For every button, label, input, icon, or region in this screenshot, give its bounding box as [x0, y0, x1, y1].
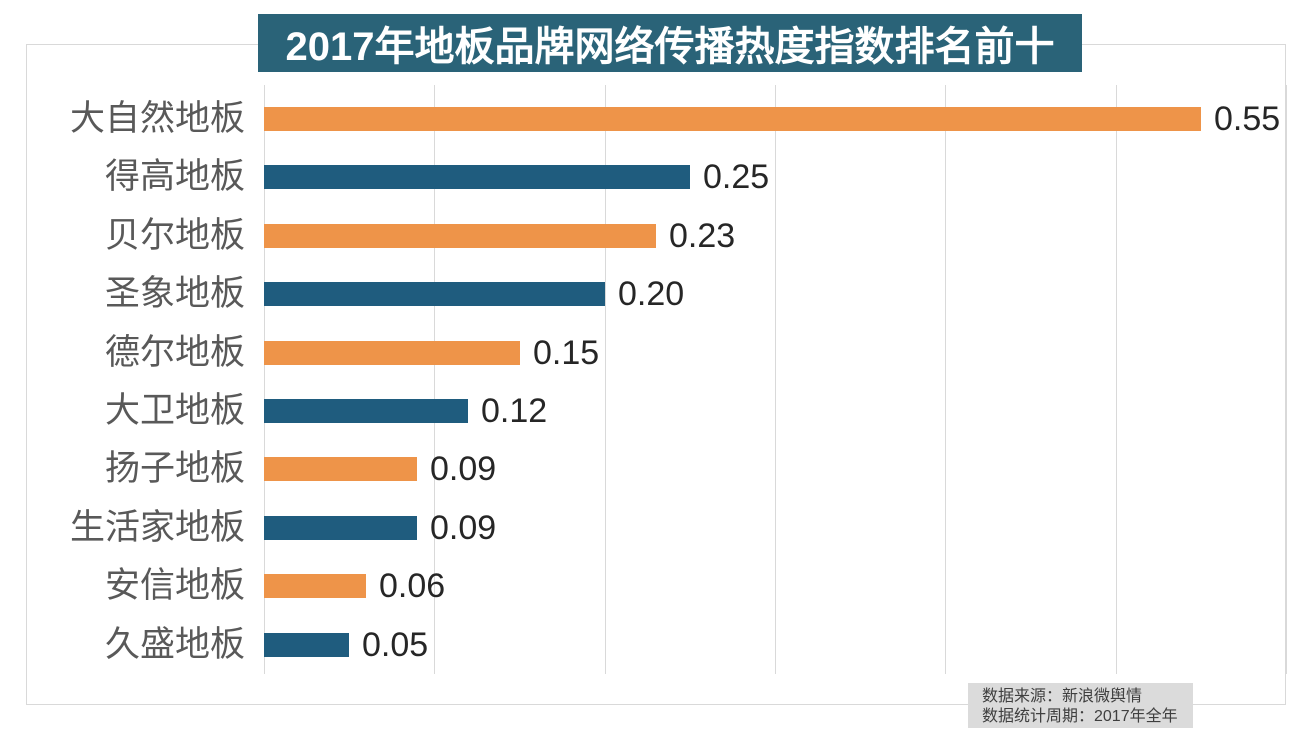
chart-title-banner: 2017年地板品牌网络传播热度指数排名前十 [258, 14, 1082, 72]
gridline [605, 85, 606, 674]
value-label: 0.23 [669, 217, 736, 255]
gridline [1116, 85, 1117, 674]
gridline [264, 85, 265, 674]
value-label: 0.55 [1214, 100, 1281, 138]
chart-title: 2017年地板品牌网络传播热度指数排名前十 [285, 25, 1055, 69]
bar [264, 107, 1201, 131]
source-note: 数据来源：新浪微舆情 数据统计周期：2017年全年 [968, 683, 1193, 728]
bar [264, 457, 417, 481]
chart-row: 贝尔地板 0.23 [0, 207, 1314, 265]
period-line: 数据统计周期：2017年全年 [982, 708, 1178, 725]
category-label: 大卫地板 [104, 391, 245, 430]
source-line: 数据来源：新浪微舆情 [982, 688, 1143, 705]
bar [264, 224, 656, 248]
chart-row: 得高地板 0.25 [0, 148, 1314, 206]
gridline [945, 85, 946, 674]
bar [264, 516, 417, 540]
chart-row: 安信地板 0.06 [0, 557, 1314, 615]
gridline [1286, 85, 1287, 674]
chart-row: 大卫地板 0.12 [0, 382, 1314, 440]
bar [264, 574, 366, 598]
gridline [434, 85, 435, 674]
bar [264, 633, 349, 657]
value-label: 0.09 [430, 509, 497, 547]
category-label: 久盛地板 [104, 625, 245, 664]
category-label: 得高地板 [104, 157, 245, 196]
chart-row: 德尔地板 0.15 [0, 324, 1314, 382]
value-label: 0.09 [430, 450, 497, 488]
gridline [775, 85, 776, 674]
category-label: 贝尔地板 [104, 216, 245, 255]
chart-row: 扬子地板 0.09 [0, 440, 1314, 498]
category-label: 圣象地板 [104, 274, 245, 313]
value-label: 0.20 [618, 275, 685, 313]
chart-row: 大自然地板 0.55 [0, 90, 1314, 148]
bar [264, 341, 520, 365]
category-label: 安信地板 [104, 566, 245, 605]
bar [264, 399, 468, 423]
chart-row: 久盛地板 0.05 [0, 616, 1314, 674]
value-label: 0.15 [533, 334, 600, 372]
category-label: 德尔地板 [104, 333, 245, 372]
value-label: 0.25 [703, 158, 770, 196]
value-label: 0.06 [379, 567, 446, 605]
bar [264, 165, 690, 189]
value-label: 0.05 [362, 626, 429, 664]
bar [264, 282, 605, 306]
value-label: 0.12 [481, 392, 548, 430]
category-label: 生活家地板 [69, 508, 245, 547]
chart-row: 生活家地板 0.09 [0, 499, 1314, 557]
chart-row: 圣象地板 0.20 [0, 265, 1314, 323]
category-label: 扬子地板 [104, 449, 245, 488]
category-label: 大自然地板 [69, 99, 245, 138]
